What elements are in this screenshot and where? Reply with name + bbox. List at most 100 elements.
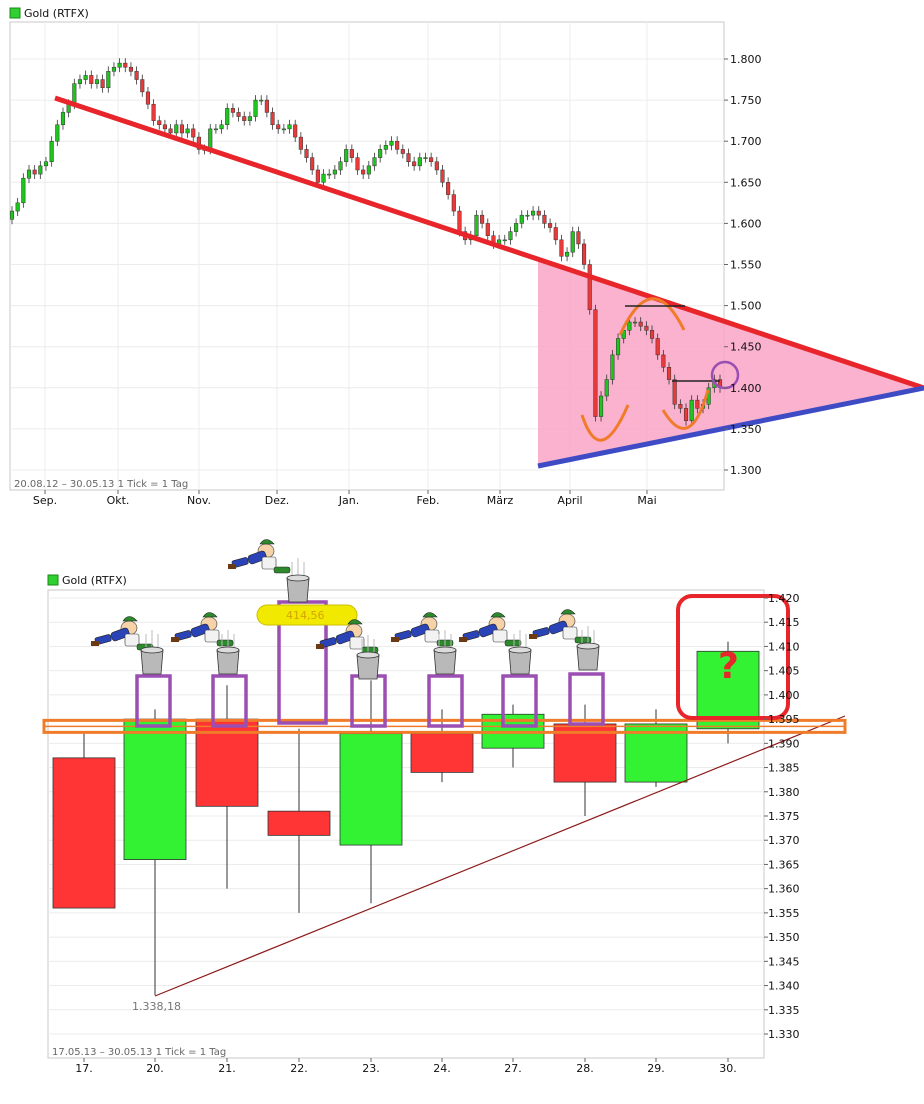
top-xtick-label-1: Okt.: [107, 494, 130, 507]
top-candle-60: [349, 149, 354, 158]
top-xtick-label-6: März: [487, 494, 514, 507]
bottom-x-axis: 17. 20. 21. 22. 23. 24. 27. 28. 29. 30.: [75, 1058, 737, 1075]
top-candle-112: [644, 325, 649, 331]
top-candle-29: [174, 124, 179, 134]
top-candle-93: [536, 210, 541, 216]
top-candle-100: [576, 231, 581, 245]
top-y-axis: 1.800 1.750 1.700 1.650 1.600 1.550 1.500 1.450…: [724, 53, 762, 477]
top-candle-50: [293, 124, 298, 138]
top-candle-63: [366, 165, 371, 175]
top-candle-120: [689, 399, 694, 421]
bot-candle-3: [267, 810, 331, 836]
top-candle-87: [502, 239, 507, 242]
top-candle-64: [372, 157, 377, 167]
bot-ytick-label-9: 1.375: [768, 810, 800, 823]
bot-xtick-label-1: 20.: [146, 1062, 164, 1075]
top-candle-75: [434, 161, 439, 171]
top-candle-117: [672, 379, 677, 405]
bot-xtick-label-9: 30.: [719, 1062, 737, 1075]
top-candle-42: [247, 116, 252, 121]
top-candle-57: [332, 169, 337, 175]
top-candle-46: [270, 112, 275, 126]
bot-ytick-label-0: 1.420: [768, 592, 800, 605]
top-candle-69: [400, 149, 405, 154]
bot-ytick-label-4: 1.400: [768, 689, 800, 702]
top-candles: [9, 58, 723, 426]
bot-ytick-label-10: 1.370: [768, 834, 800, 847]
top-candle-19: [117, 62, 122, 68]
top-candle-110: [632, 321, 638, 324]
top-chart: 1.800 1.750 1.700 1.650 1.600 1.550 1.500 1.450…: [9, 7, 924, 507]
top-x-axis: Sep. Okt. Nov. Dez. Jan. Feb. März April Mai: [33, 490, 657, 507]
bot-ytick-label-18: 1.330: [768, 1028, 800, 1041]
top-candle-3: [26, 169, 32, 179]
bot-ytick-label-12: 1.360: [768, 883, 800, 896]
bucket-icon-3: [356, 635, 380, 680]
top-candle-74: [429, 157, 434, 162]
top-support-line: [537, 385, 924, 469]
top-candle-58: [338, 161, 343, 171]
bottom-legend-label: Gold (RTFX): [62, 574, 127, 587]
top-candle-14: [89, 75, 94, 84]
bottom-chart: ? 414,56 1.4201.4151.4101.4051.4001.3951…: [42, 539, 847, 1075]
top-candle-30: [179, 124, 184, 134]
top-candle-79: [457, 210, 462, 232]
top-candle-15: [94, 79, 100, 84]
bottom-legend-swatch: [47, 574, 59, 586]
top-candle-73: [423, 157, 428, 159]
top-candle-68: [395, 140, 400, 150]
bottom-support-line: [154, 715, 846, 997]
top-candle-92: [531, 210, 536, 216]
top-candle-77: [446, 182, 451, 195]
bot-xtick-label-6: 27.: [504, 1062, 522, 1075]
top-candle-26: [157, 120, 162, 126]
bot-ytick-label-13: 1.355: [768, 907, 800, 920]
bot-ytick-label-11: 1.365: [768, 858, 800, 871]
bot-ytick-label-3: 1.405: [768, 665, 800, 678]
bot-candle-9: [696, 650, 760, 730]
top-candle-109: [627, 321, 632, 331]
top-ytick-label-7: 1.450: [730, 341, 762, 354]
bot-xtick-label-7: 28.: [576, 1062, 594, 1075]
plumber-figure-icon-1: [171, 612, 234, 647]
top-candle-41: [242, 116, 247, 121]
top-candle-119: [683, 408, 689, 421]
bucket-icon-2: [286, 558, 310, 603]
top-candle-90: [519, 214, 524, 224]
top-candle-104: [599, 395, 604, 417]
top-candle-113: [649, 330, 655, 339]
top-candle-28: [168, 128, 173, 134]
top-candle-111: [638, 321, 643, 327]
top-candle-17: [106, 71, 111, 89]
bottom-footer: 17.05.13 – 30.05.13 1 Tick = 1 Tag: [52, 1047, 226, 1058]
top-candle-25: [151, 103, 156, 121]
bot-ytick-label-6: 1.390: [768, 737, 800, 750]
bot-ytick-label-14: 1.350: [768, 931, 800, 944]
top-candle-89: [514, 223, 519, 232]
bot-xtick-label-2: 21.: [218, 1062, 236, 1075]
top-candle-84: [485, 223, 490, 236]
top-ytick-label-3: 1.650: [730, 176, 762, 189]
top-candle-105: [604, 379, 609, 397]
top-footer: 20.08.12 – 30.05.13 1 Tick = 1 Tag: [14, 479, 188, 490]
highlight-box-20: [135, 674, 172, 728]
top-candle-103: [593, 309, 598, 417]
top-candle-49: [287, 124, 292, 130]
top-candle-106: [610, 354, 615, 380]
top-candle-97: [559, 239, 564, 257]
top-candle-16: [100, 79, 105, 89]
bot-ytick-label-17: 1.335: [768, 1004, 800, 1017]
bot-candle-0: [52, 757, 116, 909]
top-candle-32: [191, 128, 196, 138]
plumber-figure-icon-5: [459, 612, 522, 647]
top-candle-5: [38, 165, 43, 175]
top-candle-47: [276, 124, 281, 130]
top-candle-1: [15, 202, 20, 212]
bucket-icon-1: [216, 630, 240, 675]
top-candle-65: [378, 149, 383, 158]
top-xtick-label-0: Sep.: [33, 494, 57, 507]
top-xtick-label-8: Mai: [637, 494, 656, 507]
top-candle-72: [417, 157, 422, 167]
top-candle-38: [225, 108, 230, 126]
top-xtick-label-2: Nov.: [187, 494, 211, 507]
